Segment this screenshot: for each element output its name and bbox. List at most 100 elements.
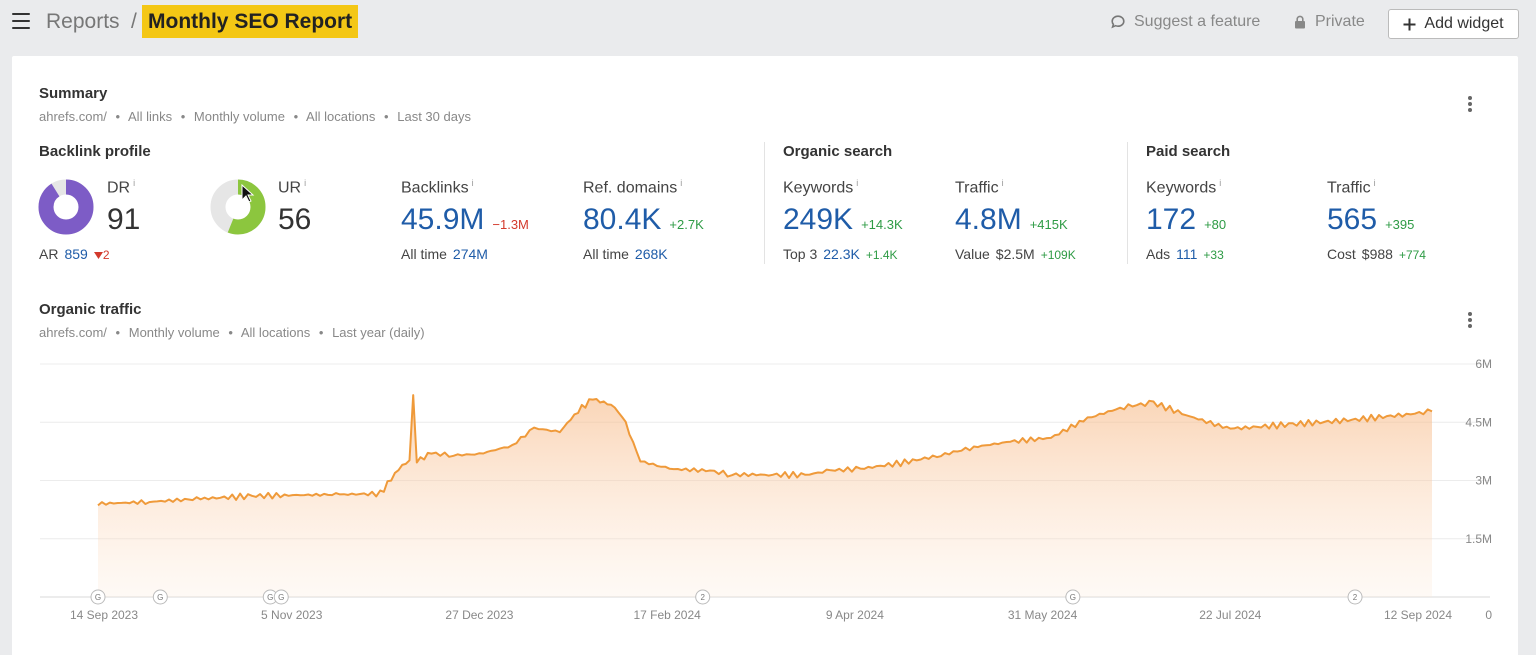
ar-row: AR 859 2 [39,246,110,262]
summary-filter-locations[interactable]: All locations [306,109,376,124]
add-widget-label: Add widget [1424,15,1504,32]
update-marker[interactable]: G [90,589,106,605]
dr-value: 91 [107,203,141,236]
y-tick-label: 4.5M [1465,415,1492,429]
marker-circle [152,589,168,605]
page-title[interactable]: Monthly SEO Report [142,5,359,38]
breadcrumb-reports[interactable]: Reports [46,10,120,33]
summary-more-icon[interactable] [1468,96,1472,112]
marker-label: G [95,593,101,602]
paid-search-title: Paid search [1146,143,1231,160]
organic-traffic-filters: ahrefs.com/ • Monthly volume • All locat… [39,325,425,340]
organic-traffic-value-row: Value $2.5M +109K [955,246,1076,262]
ur-value: 56 [278,203,312,236]
y-tick-label: 6M [1475,357,1492,371]
marker-label: G [1070,593,1076,602]
traffic-filter-volume[interactable]: Monthly volume [128,325,220,340]
update-marker[interactable]: 2 [1347,589,1363,605]
ar-delta: 2 [93,248,110,262]
mouse-cursor-icon [241,184,255,203]
ur-label: UR i [278,178,307,197]
organic-keywords-value[interactable]: 249K +14.3K [783,203,903,236]
add-widget-button[interactable]: Add widget [1388,9,1519,39]
speech-bubble-icon [1111,15,1125,29]
marker-label: G [267,593,273,602]
ref-domains-all-time: All time 268K [583,246,668,262]
private-label: Private [1315,13,1365,30]
paid-traffic-value[interactable]: 565 +395 [1327,203,1415,236]
ar-value[interactable]: 859 [64,246,88,262]
private-toggle[interactable]: Private [1293,13,1365,31]
report-card: Summary ahrefs.com/ • All links • Monthl… [12,56,1518,655]
marker-label: 2 [700,593,705,602]
suggest-feature-label: Suggest a feature [1134,13,1261,30]
lock-icon [1295,15,1305,29]
traffic-filter-site[interactable]: ahrefs.com/ [39,325,107,340]
marker-circle [90,589,106,605]
traffic-filter-period[interactable]: Last year (daily) [332,325,425,340]
ur-donut-chart [210,179,266,235]
ref-domains-label: Ref. domains i [583,178,683,197]
update-marker[interactable]: G [152,589,168,605]
organic-traffic-value[interactable]: 4.8M +415K [955,203,1068,236]
breadcrumb-separator: / [131,10,137,33]
organic-traffic-title: Organic traffic [39,301,142,318]
paid-cost-row: Cost $988 +774 [1327,246,1426,262]
menu-icon[interactable] [12,13,30,29]
traffic-filter-locations[interactable]: All locations [240,325,311,340]
x-tick-label: 31 May 2024 [1008,608,1078,622]
x-tick-label: 22 Jul 2024 [1199,608,1261,622]
backlinks-all-time: All time 274M [401,246,488,262]
plus-icon [1403,18,1416,30]
y-tick-label: 1.5M [1465,532,1492,546]
arrow-down-icon [93,252,103,259]
marker-circle [695,589,711,605]
x-tick-label: 14 Sep 2023 [70,608,138,622]
marker-circle [1065,589,1081,605]
backlinks-delta: −1.3M [492,217,529,232]
backlinks-value[interactable]: 45.9M −1.3M [401,203,529,236]
marker-label: G [278,593,284,602]
dr-donut-chart [38,179,94,235]
summary-filter-period[interactable]: Last 30 days [397,109,471,124]
update-marker[interactable]: G [273,589,289,605]
marker-circle [273,589,289,605]
update-marker[interactable]: G [1065,589,1081,605]
marker-label: 2 [1353,593,1358,602]
y-tick-label: 0 [1485,608,1492,622]
summary-filter-volume[interactable]: Monthly volume [193,109,285,124]
paid-keywords-label: Keywords i [1146,178,1222,197]
ref-domains-value[interactable]: 80.4K +2.7K [583,203,704,236]
organic-traffic-label: Traffic i [955,178,1004,197]
summary-filter-site[interactable]: ahrefs.com/ [39,109,107,124]
suggest-feature-link[interactable]: Suggest a feature [1110,13,1260,31]
dr-label: DR i [107,178,136,197]
y-tick-label: 3M [1475,474,1492,488]
organic-search-title: Organic search [783,143,893,160]
x-tick-label: 27 Dec 2023 [445,608,513,622]
top-bar: Reports / Monthly SEO Report Suggest a f… [0,0,1536,50]
summary-title: Summary [39,85,108,102]
backlink-profile-title: Backlink profile [39,143,151,160]
update-marker[interactable]: G [262,589,278,605]
backlinks-label: Backlinks i [401,178,474,197]
paid-ads-row: Ads 111 +33 [1146,246,1224,262]
divider [1127,142,1128,264]
marker-circle [1347,589,1363,605]
organic-traffic-more-icon[interactable] [1468,312,1472,328]
x-tick-label: 12 Sep 2024 [1384,608,1452,622]
traffic-line [97,394,1433,507]
paid-keywords-value[interactable]: 172 +80 [1146,203,1227,236]
divider [764,142,765,264]
dr-arc [38,179,94,235]
paid-traffic-label: Traffic i [1327,178,1376,197]
x-tick-label: 9 Apr 2024 [826,608,884,622]
summary-filter-links[interactable]: All links [128,109,173,124]
ref-domains-delta: +2.7K [669,217,704,232]
x-tick-label: 5 Nov 2023 [261,608,323,622]
marker-label: G [157,593,163,602]
traffic-area [98,395,1432,597]
update-marker[interactable]: 2 [695,589,711,605]
x-tick-label: 17 Feb 2024 [633,608,701,622]
